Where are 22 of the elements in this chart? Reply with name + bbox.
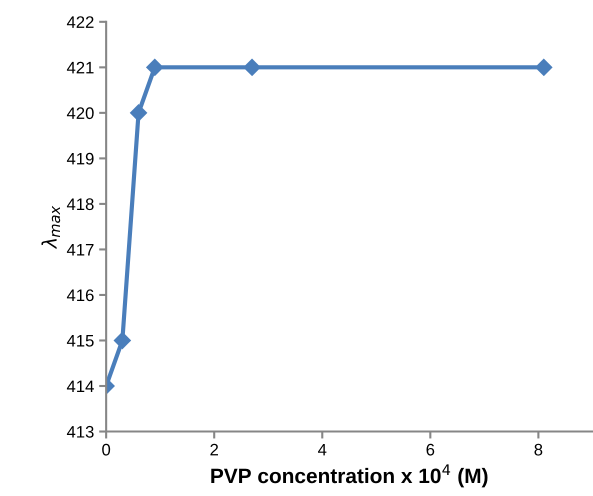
y-tick-label: 417 bbox=[66, 244, 94, 256]
x-tick-label: 2 bbox=[210, 444, 218, 456]
point bbox=[114, 332, 131, 350]
x-tick-label: 6 bbox=[426, 444, 434, 456]
y-tick-label: 419 bbox=[66, 152, 94, 165]
x-tick-label: 4 bbox=[318, 444, 326, 456]
y-tick-label: 415 bbox=[66, 335, 94, 347]
y-tick-label: 418 bbox=[66, 198, 94, 210]
point bbox=[146, 58, 164, 76]
y-tick-label: 420 bbox=[66, 107, 94, 120]
y-tick-label: 421 bbox=[66, 62, 94, 74]
y-tick-label: 422 bbox=[66, 16, 94, 28]
point bbox=[243, 58, 261, 76]
y-axis-title: λ$_{max}$ bbox=[41, 206, 60, 250]
x-axis-title: PVP concentration x 10$^{4}$ (M) bbox=[211, 464, 488, 488]
y-tick-label: 414 bbox=[66, 380, 94, 392]
point bbox=[130, 104, 148, 122]
point bbox=[535, 58, 552, 76]
x-tick-label: 8 bbox=[534, 444, 542, 456]
y-tick-label: 413 bbox=[66, 426, 94, 438]
x-tick-label: 0 bbox=[102, 444, 110, 456]
y-tick-label: 416 bbox=[66, 289, 94, 302]
